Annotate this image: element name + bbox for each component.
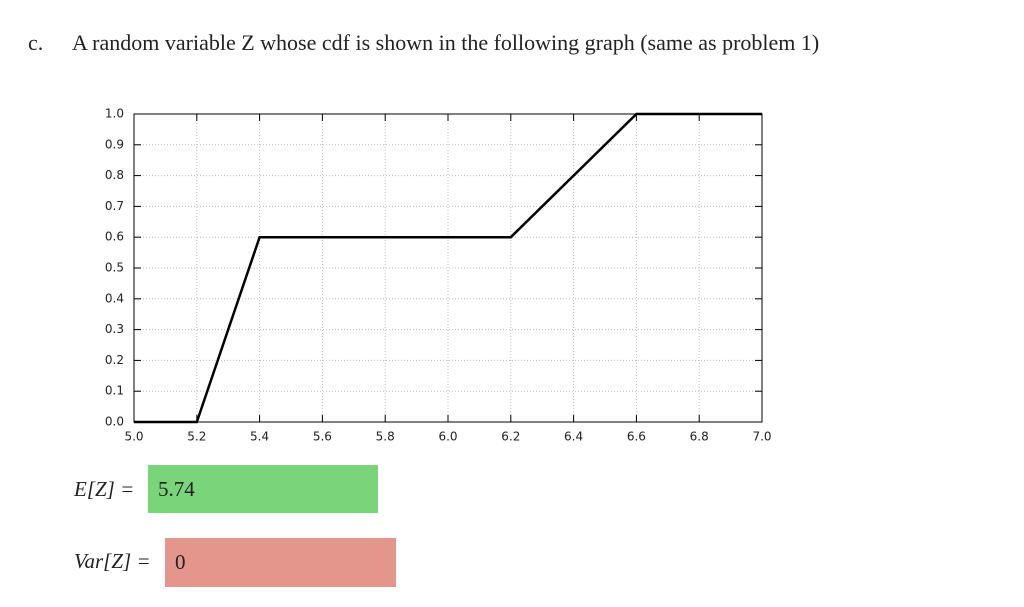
x-tick-label: 6.0 — [438, 430, 457, 444]
x-tick-label: 5.6 — [313, 430, 332, 444]
answer-label: E[Z] = — [74, 477, 135, 501]
x-tick-label: 6.6 — [627, 430, 646, 444]
x-tick-label: 7.0 — [752, 430, 771, 444]
x-tick-label: 6.8 — [690, 430, 709, 444]
answer-box[interactable]: 0 — [165, 538, 396, 587]
plot-frame — [133, 113, 763, 423]
answer-label: Var[Z] = — [74, 549, 151, 573]
y-tick-label: 0.8 — [105, 168, 124, 182]
y-tick-label: 0.9 — [105, 137, 124, 151]
answer-box[interactable]: 5.74 — [148, 465, 378, 513]
cdf-line — [134, 112, 762, 424]
x-tick-label: 5.0 — [124, 430, 143, 444]
x-tick-label: 5.2 — [187, 430, 206, 444]
y-tick-label: 1.0 — [105, 107, 124, 121]
y-tick-label: 0.0 — [105, 415, 124, 429]
x-tick-label: 5.4 — [250, 430, 269, 444]
y-tick-label: 0.6 — [105, 230, 124, 244]
y-tick-label: 0.5 — [105, 261, 124, 275]
x-tick-label: 6.4 — [564, 430, 583, 444]
y-tick-label: 0.3 — [105, 322, 124, 336]
y-tick-label: 0.7 — [105, 199, 124, 213]
question: A random variable Z whose cdf is shown i… — [72, 30, 820, 55]
item-label: c. — [28, 30, 44, 55]
x-tick-label: 5.8 — [376, 430, 395, 444]
y-tick-label: 0.2 — [105, 353, 124, 367]
y-tick-label: 0.4 — [105, 291, 124, 305]
x-tick-label: 6.2 — [501, 430, 520, 444]
chart: 0.0 0.1 0.2 0.3 0.4 0.5 0.6 0.7 0.8 0.9 1.0 5.0 5.2 5… — [105, 107, 772, 444]
y-tick-label: 0.1 — [105, 384, 124, 398]
